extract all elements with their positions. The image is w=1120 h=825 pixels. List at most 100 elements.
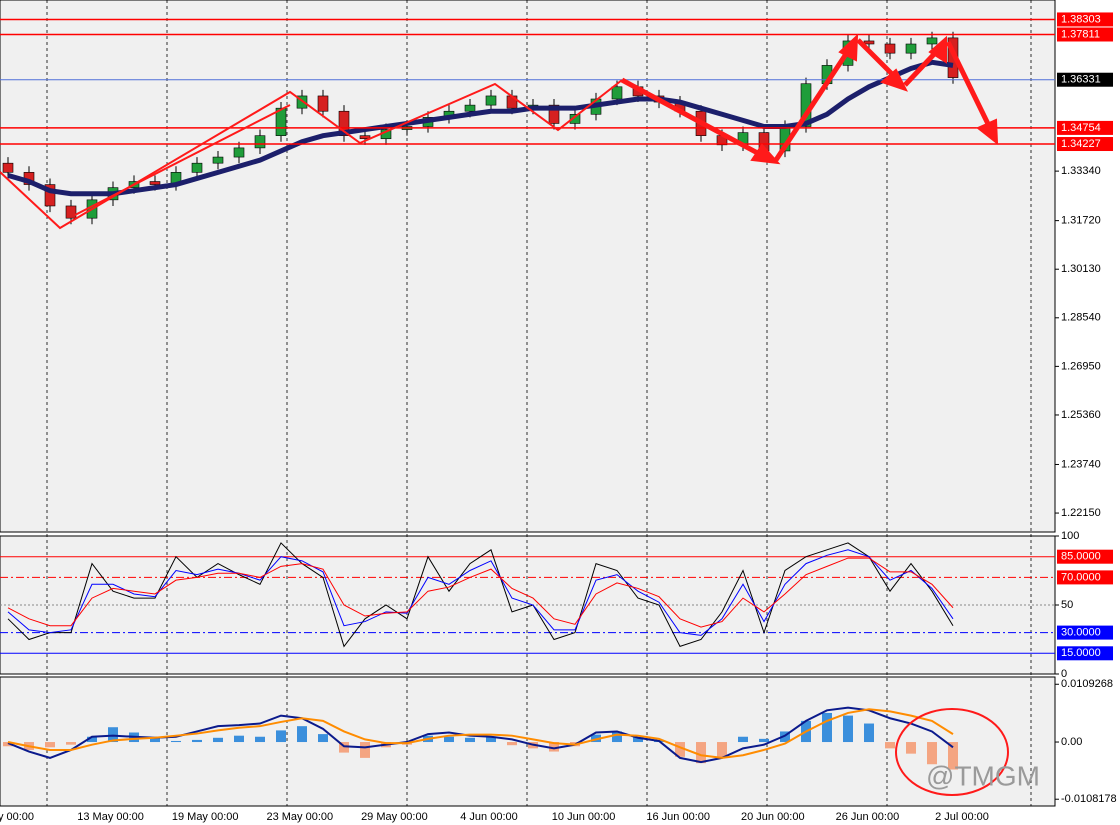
histogram-bar	[612, 731, 622, 743]
y-tick-label: 1.23740	[1061, 458, 1101, 470]
y-tick-label: 1.33340	[1061, 165, 1101, 177]
level-label: 85.0000	[1061, 551, 1101, 563]
histogram-bar	[948, 742, 958, 770]
highlight-circle	[895, 708, 1009, 796]
histogram-bar	[591, 734, 601, 743]
histogram-bar	[843, 715, 853, 743]
histogram-bar	[276, 730, 286, 743]
x-tick-label: 20 Jun 00:00	[741, 811, 805, 823]
macd-panel	[0, 676, 1056, 807]
candle-body	[212, 156, 224, 164]
candle-body	[2, 162, 14, 173]
histogram-bar	[360, 742, 370, 758]
arrow-head	[880, 68, 908, 92]
histogram-bar	[45, 742, 55, 748]
y-tick-label: 50	[1061, 599, 1073, 611]
y-tick-label: 1.30130	[1061, 263, 1101, 275]
histogram-bar	[675, 742, 685, 757]
arrow	[945, 40, 993, 130]
x-tick-label: 19 May 00:00	[172, 811, 239, 823]
level-label-box	[1057, 646, 1113, 661]
stoch-line	[7, 549, 954, 636]
histogram-bar	[66, 742, 76, 745]
histogram-bar	[213, 737, 223, 743]
level-label-box	[1057, 120, 1113, 135]
last-price-label: 1.36331	[1061, 74, 1101, 86]
zigzag	[0, 79, 623, 230]
arrow	[773, 46, 853, 162]
arrow-head	[750, 143, 781, 165]
histogram-bar	[549, 742, 559, 752]
level-label-box	[1057, 570, 1113, 585]
stoch-line	[7, 557, 954, 628]
moving-average	[7, 59, 954, 197]
histogram-bar	[486, 736, 496, 743]
histogram-bar	[297, 726, 307, 743]
candle-body	[296, 95, 308, 109]
level-label-box	[1057, 12, 1113, 27]
histogram-bar	[633, 736, 643, 743]
histogram-bar	[906, 742, 916, 754]
x-tick-label: 10 Jun 00:00	[552, 811, 616, 823]
y-tick-label: -0.0108178	[1061, 793, 1117, 805]
level-label: 1.37811	[1061, 28, 1100, 40]
candle-body	[548, 104, 560, 124]
x-tick-label: 2 Jul 00:00	[935, 811, 989, 823]
histogram-bar	[885, 742, 895, 749]
level-label: 70.0000	[1061, 571, 1101, 583]
candle-body	[569, 113, 581, 124]
level-label: 1.38303	[1061, 13, 1101, 25]
candle-body	[884, 43, 896, 54]
histogram-bar	[696, 742, 706, 764]
candle-body	[926, 37, 938, 45]
candle-body	[149, 181, 161, 185]
y-tick-label: 100	[1061, 530, 1079, 542]
x-tick-label: 16 Jun 00:00	[646, 811, 710, 823]
candle-body	[44, 184, 56, 207]
arrow-head	[976, 118, 999, 146]
arrow-head	[928, 35, 947, 64]
y-tick-label: 0.0109268	[1061, 678, 1113, 690]
histogram-bar	[339, 742, 349, 753]
level-label-box	[1057, 27, 1113, 42]
histogram-bar	[444, 736, 454, 743]
stoch-line	[7, 542, 954, 648]
y-tick-label: 0.00	[1061, 736, 1082, 748]
histogram-bar	[87, 736, 97, 743]
stoch-panel	[0, 535, 1056, 675]
level-label-box	[1057, 625, 1113, 640]
histogram-bar	[234, 735, 244, 743]
x-tick-label: 13 May 00:00	[77, 811, 144, 823]
histogram-bar	[255, 736, 265, 743]
x-tick-label: 4 Jun 00:00	[460, 811, 518, 823]
histogram-bar	[759, 738, 769, 743]
histogram-bar	[717, 742, 727, 758]
level-label-box	[1057, 137, 1113, 152]
arrow	[620, 77, 767, 160]
main-panel	[0, 0, 1056, 533]
watermark: @TMGM	[926, 760, 1040, 791]
last-price-box	[1057, 72, 1113, 87]
y-tick-label: 1.31720	[1061, 215, 1101, 227]
level-label: 1.34754	[1061, 122, 1101, 134]
candle-body	[338, 110, 350, 136]
histogram-bar	[192, 739, 202, 743]
y-tick-label: 1.26950	[1061, 360, 1101, 372]
histogram-bar	[927, 742, 937, 765]
level-label: 30.0000	[1061, 627, 1101, 639]
y-tick-label: 1.25360	[1061, 409, 1101, 421]
histogram-bar	[171, 740, 181, 743]
histogram-bar	[738, 736, 748, 743]
y-tick-label: 0	[1061, 668, 1067, 680]
histogram-bar	[150, 737, 160, 743]
level-label: 15.0000	[1061, 647, 1101, 659]
candle-body	[863, 40, 875, 45]
histogram-bar	[318, 734, 328, 743]
x-tick-label: 23 May 00:00	[266, 811, 333, 823]
candle-body	[191, 162, 203, 173]
histogram-bar	[864, 723, 874, 743]
candle-body	[65, 205, 77, 219]
histogram-bar	[108, 727, 118, 743]
candle-body	[485, 95, 497, 106]
candle-body	[359, 135, 371, 140]
